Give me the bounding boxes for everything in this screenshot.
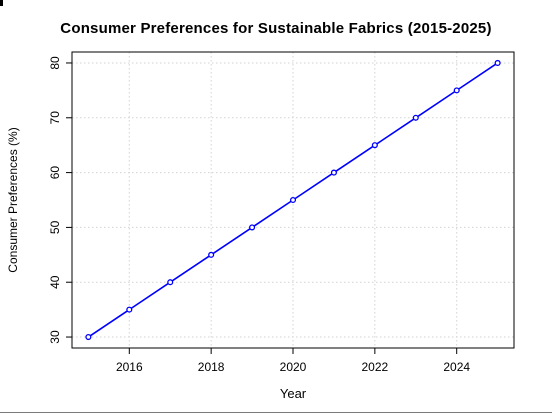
x-tick-label: 2022 — [362, 360, 389, 374]
axes: 2016 2018 2020 2022 2024 30 40 50 60 70 80 — [48, 56, 470, 374]
y-tick-label: 80 — [48, 56, 62, 70]
chart-title: Consumer Preferences for Sustainable Fab… — [60, 20, 492, 37]
data-point — [126, 306, 133, 313]
data-point — [167, 279, 174, 286]
x-axis-title: Year — [279, 386, 307, 401]
y-tick-label: 30 — [48, 330, 62, 344]
grid-lines — [72, 52, 514, 348]
x-tick-label: 2024 — [443, 360, 470, 374]
data-point — [453, 87, 460, 94]
data-point — [412, 114, 419, 121]
bottom-rule — [0, 412, 552, 413]
data-point — [249, 224, 256, 231]
y-tick-label: 70 — [48, 111, 62, 125]
corner-mark — [0, 0, 3, 6]
x-tick-label: 2018 — [198, 360, 225, 374]
data-point — [330, 169, 337, 176]
x-tick-label: 2016 — [116, 360, 143, 374]
x-tick-label: 2020 — [280, 360, 307, 374]
data-point — [85, 333, 92, 341]
y-axis-title: Consumer Preferences (%) — [6, 127, 20, 273]
y-tick-label: 40 — [48, 275, 62, 289]
data-point — [289, 196, 297, 204]
data-series — [85, 59, 501, 341]
data-point — [494, 59, 501, 67]
data-point — [371, 142, 378, 149]
y-tick-label: 50 — [48, 220, 62, 234]
data-point — [208, 251, 215, 258]
y-tick-label: 60 — [48, 166, 62, 180]
